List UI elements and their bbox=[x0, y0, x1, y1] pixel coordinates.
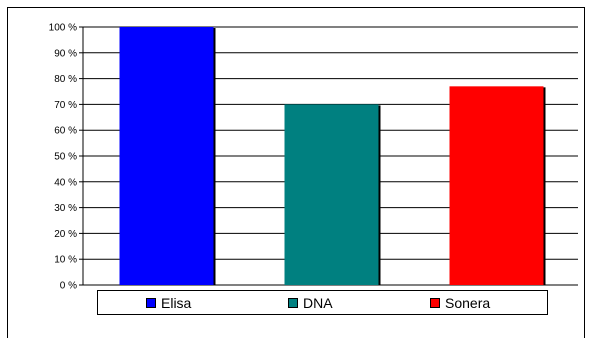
legend-item-elisa: Elisa bbox=[146, 295, 191, 311]
legend-label-dna: DNA bbox=[303, 295, 333, 311]
y-tick-labels: 0 % 10 % 20 % 30 % 40 % 50 % 60 % 70 % 80 % 90 % 1… bbox=[49, 23, 77, 292]
y-tick-label: 100 % bbox=[49, 23, 77, 34]
bar-sonera bbox=[449, 86, 544, 285]
legend-swatch-sonera bbox=[430, 298, 440, 308]
axes bbox=[79, 26, 84, 286]
y-tick-label: 20 % bbox=[54, 229, 77, 240]
bar-elisa bbox=[119, 27, 214, 285]
bars bbox=[119, 27, 546, 286]
y-tick-label: 30 % bbox=[54, 203, 77, 214]
y-tick-label: 10 % bbox=[54, 255, 77, 266]
y-tick-label: 40 % bbox=[54, 177, 77, 188]
y-tick-label: 90 % bbox=[54, 48, 77, 59]
legend-swatch-elisa bbox=[146, 298, 156, 308]
legend: Elisa DNA Sonera bbox=[97, 290, 548, 315]
y-tick-label: 50 % bbox=[54, 152, 77, 163]
legend-label-elisa: Elisa bbox=[161, 295, 192, 311]
y-tick-label: 60 % bbox=[54, 126, 77, 137]
legend-item-dna: DNA bbox=[288, 295, 333, 311]
legend-swatch-dna bbox=[288, 298, 298, 308]
y-tick-label: 80 % bbox=[54, 74, 77, 85]
legend-label-sonera: Sonera bbox=[445, 295, 491, 311]
y-tick-label: 0 % bbox=[60, 281, 77, 292]
legend-item-sonera: Sonera bbox=[430, 295, 490, 311]
y-tick-label: 70 % bbox=[54, 100, 77, 111]
bar-dna bbox=[284, 104, 379, 286]
